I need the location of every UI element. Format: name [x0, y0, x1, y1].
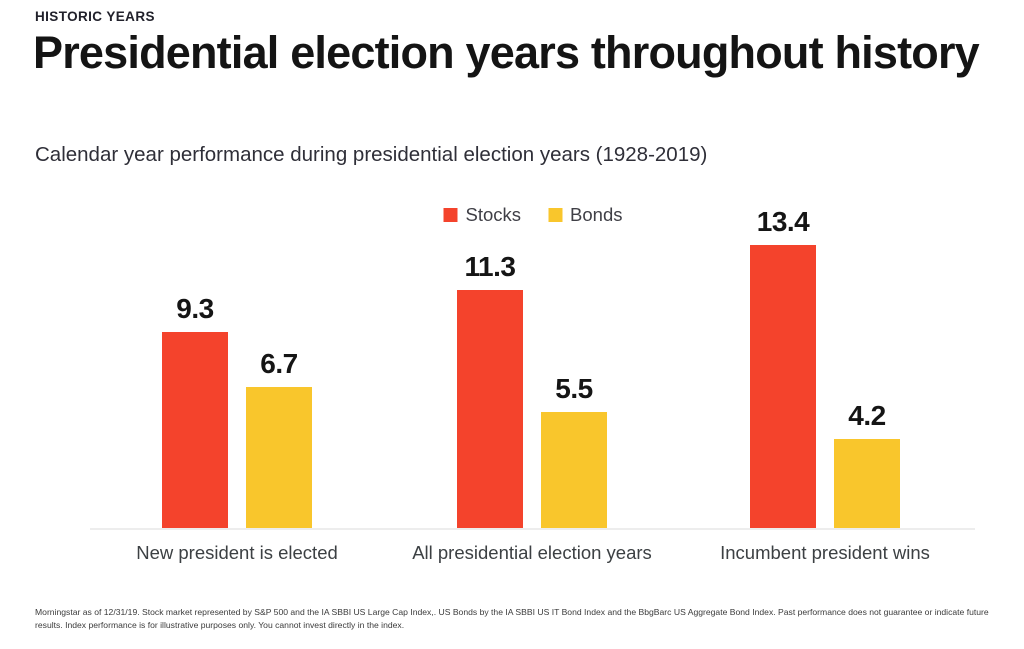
bar-group: 11.3 5.5 — [457, 251, 607, 528]
legend-item-bonds: Bonds — [548, 204, 623, 226]
chart-legend: Stocks Bonds — [443, 204, 623, 226]
bar-column-stocks: 11.3 — [457, 251, 523, 528]
source-footnote: Morningstar as of 12/31/19. Stock market… — [35, 607, 989, 631]
category-label: New president is elected — [136, 542, 338, 563]
value-label: 6.7 — [260, 348, 298, 379]
eyebrow-label: HISTORIC YEARS — [35, 9, 155, 24]
stocks-bar — [162, 332, 228, 528]
page-title: Presidential election years throughout h… — [33, 27, 980, 78]
bar-column-bonds: 6.7 — [246, 348, 312, 528]
category-label: Incumbent president wins — [720, 542, 930, 563]
value-label: 13.4 — [756, 206, 810, 237]
bar-column-bonds: 5.5 — [541, 373, 607, 528]
legend-swatch-stocks — [443, 208, 458, 222]
bar-column-stocks: 13.4 — [750, 206, 816, 528]
bar-column-stocks: 9.3 — [162, 293, 228, 528]
value-label: 11.3 — [464, 251, 516, 282]
bonds-bar — [834, 439, 900, 528]
category-label: All presidential election years — [412, 542, 652, 563]
legend-label: Stocks — [465, 204, 522, 225]
bar-chart: 9.3 6.7 11.3 5.5 13.4 4.2 — [90, 195, 975, 530]
bar-group: 9.3 6.7 — [162, 293, 312, 528]
stocks-bar — [457, 290, 523, 528]
legend-label: Bonds — [570, 204, 623, 225]
value-label: 5.5 — [555, 373, 593, 404]
bar-column-bonds: 4.2 — [834, 400, 900, 528]
value-label: 9.3 — [176, 293, 214, 324]
legend-swatch-bonds — [548, 208, 563, 222]
legend-item-stocks: Stocks — [443, 204, 522, 226]
value-label: 4.2 — [848, 400, 886, 431]
bonds-bar — [541, 412, 607, 528]
bonds-bar — [246, 387, 312, 528]
page-subtitle: Calendar year performance during preside… — [35, 143, 708, 166]
stocks-bar — [750, 245, 816, 528]
bar-group: 13.4 4.2 — [750, 206, 900, 528]
